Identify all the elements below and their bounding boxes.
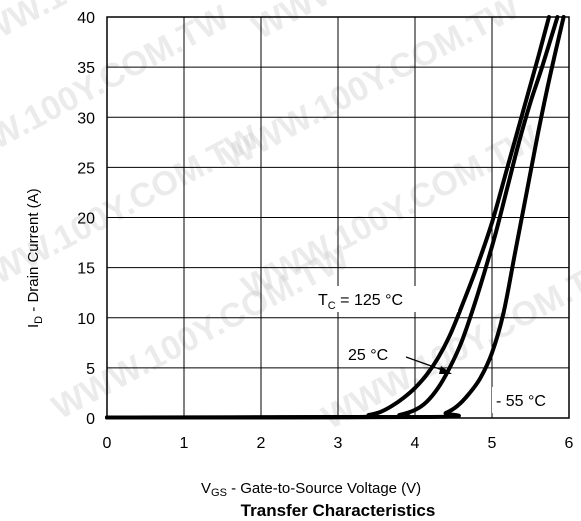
x-tick-label: 3 — [334, 435, 343, 452]
annotation-minus55c: - 55 °C — [496, 393, 546, 410]
x-tick-label: 1 — [180, 435, 189, 452]
x-tick-labels: 0 1 2 3 4 5 6 — [103, 435, 574, 452]
annotation-tc-125: TC = 125 °C — [318, 292, 403, 312]
x-axis-title: VGS - Gate-to-Source Voltage (V) — [201, 480, 421, 499]
y-tick-label: 10 — [77, 311, 95, 328]
y-tick-label: 40 — [77, 10, 95, 27]
y-tick-label: 30 — [77, 110, 95, 127]
x-tick-label: 6 — [565, 435, 574, 452]
y-tick-label: 25 — [77, 160, 95, 177]
chart-title: Transfer Characteristics — [241, 501, 436, 520]
y-axis-title: ID - Drain Current (A) — [25, 188, 45, 328]
annotation-25-bg — [344, 341, 408, 367]
y-tick-label: 15 — [77, 261, 95, 278]
annotation-25c-arrowhead — [439, 366, 452, 374]
curves — [105, 15, 566, 420]
annotation-55-bg — [492, 387, 567, 413]
annotation-125-bg — [316, 286, 458, 312]
x-tick-label: 0 — [103, 435, 112, 452]
y-tick-label: 20 — [77, 211, 95, 228]
series-line-0 — [105, 15, 551, 420]
y-tick-label: 5 — [86, 361, 95, 378]
y-tick-labels: 0 5 10 15 20 25 30 35 40 — [77, 10, 95, 428]
x-tick-label: 2 — [257, 435, 266, 452]
x-tick-label: 5 — [488, 435, 497, 452]
series-line-2 — [105, 15, 566, 420]
y-tick-label: 35 — [77, 60, 95, 77]
x-tick-label: 4 — [411, 435, 420, 452]
annotation-25c: 25 °C — [348, 347, 388, 364]
y-tick-label: 0 — [86, 411, 95, 428]
